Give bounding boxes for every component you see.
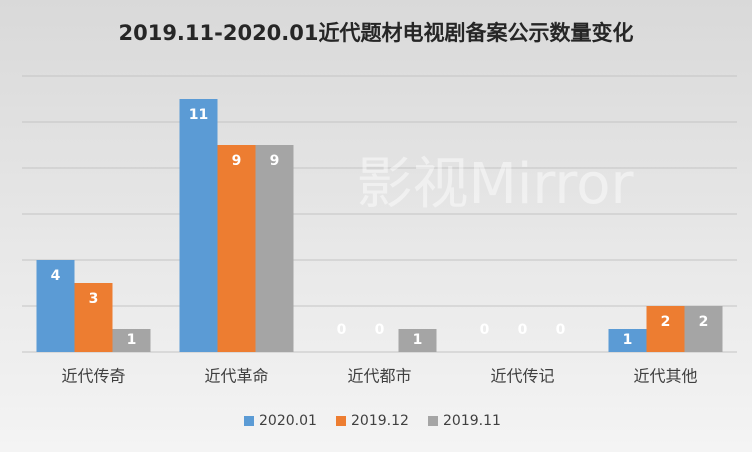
data-label: 2 xyxy=(699,314,709,330)
legend-swatch xyxy=(244,416,254,426)
bar xyxy=(684,306,723,352)
data-label: 9 xyxy=(270,153,280,169)
data-label: 0 xyxy=(480,322,490,338)
legend-label: 2020.01 xyxy=(259,413,317,429)
legend-label: 2019.11 xyxy=(443,413,501,429)
chart-title: 2019.11-2020.01近代题材电视剧备案公示数量变化 xyxy=(118,21,633,45)
bar xyxy=(36,260,75,352)
legend-label: 2019.12 xyxy=(351,413,409,429)
bar xyxy=(398,329,437,352)
data-label: 1 xyxy=(413,332,423,348)
data-label: 11 xyxy=(189,107,208,123)
data-label: 4 xyxy=(51,268,61,284)
x-tick-label: 近代都市 xyxy=(347,367,411,386)
bar xyxy=(255,145,294,352)
x-tick-label: 近代革命 xyxy=(204,367,268,386)
data-label: 0 xyxy=(518,322,528,338)
bar xyxy=(646,306,685,352)
x-tick-label: 近代其他 xyxy=(633,367,697,386)
bar xyxy=(608,329,647,352)
data-label: 3 xyxy=(89,291,99,307)
bar xyxy=(217,145,256,352)
data-label: 1 xyxy=(623,332,633,348)
data-label: 1 xyxy=(127,332,137,348)
watermark: 影视Mirror xyxy=(357,152,635,217)
data-label: 2 xyxy=(661,314,671,330)
data-label: 0 xyxy=(556,322,566,338)
legend-swatch xyxy=(428,416,438,426)
bar xyxy=(179,99,218,352)
bar xyxy=(112,329,151,352)
data-label: 9 xyxy=(232,153,242,169)
bar xyxy=(74,283,113,352)
data-label: 0 xyxy=(337,322,347,338)
x-tick-label: 近代传奇 xyxy=(61,367,125,386)
data-label: 0 xyxy=(375,322,385,338)
x-tick-label: 近代传记 xyxy=(490,367,554,386)
legend-swatch xyxy=(336,416,346,426)
